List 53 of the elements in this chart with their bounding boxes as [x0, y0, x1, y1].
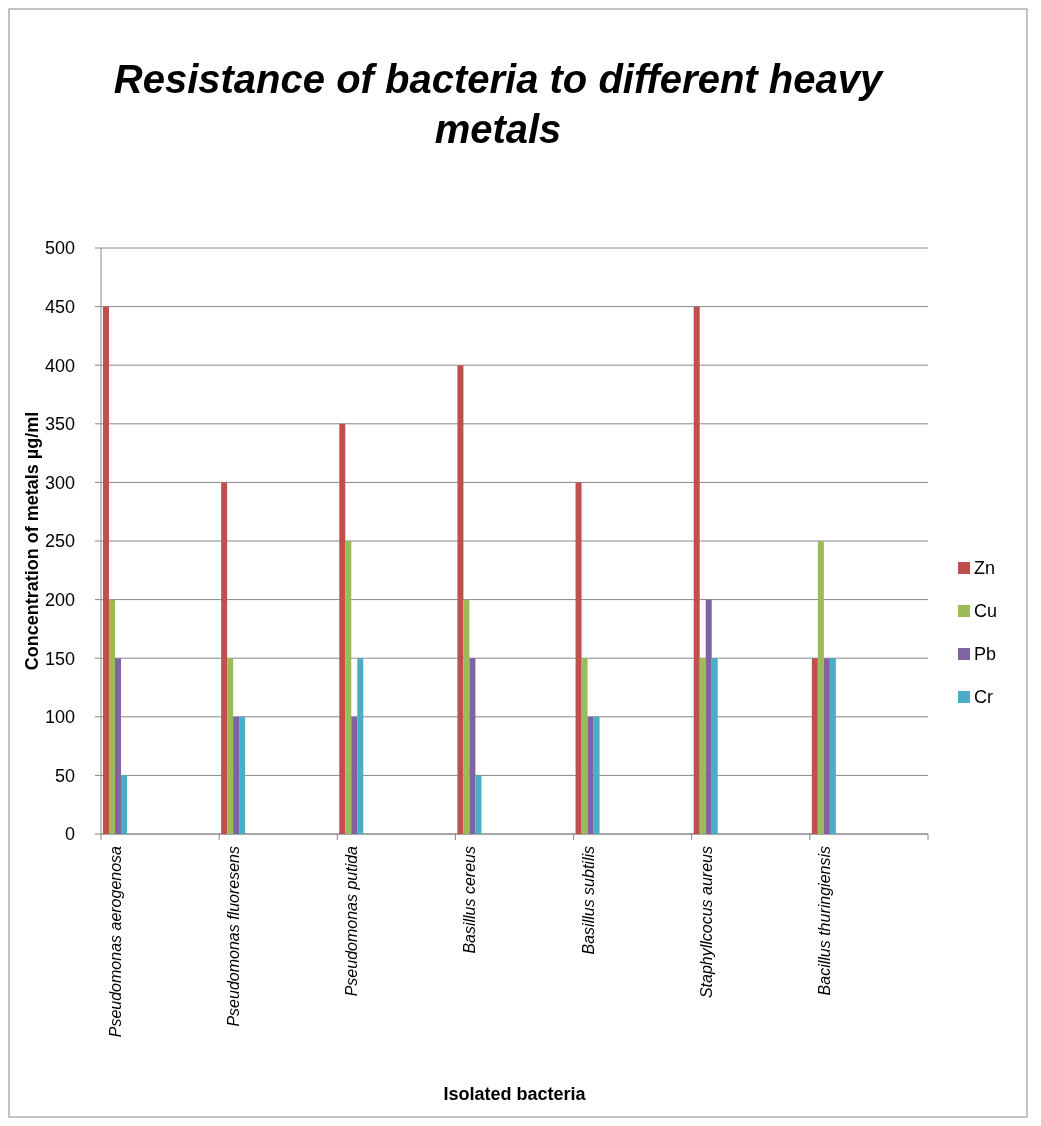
bar [121, 775, 127, 834]
y-tick-label: 400 [44, 355, 75, 376]
y-tick-label: 0 [64, 824, 75, 845]
bar [823, 658, 830, 834]
chart-title: Resistance of bacteria to different heavy metals [113, 57, 884, 151]
bar [115, 658, 121, 834]
bar [221, 482, 228, 834]
bar [351, 716, 358, 834]
bar [829, 658, 836, 834]
y-tick-label: 250 [44, 531, 75, 552]
bar [705, 599, 712, 834]
bar [103, 306, 109, 834]
bar [469, 658, 476, 834]
bar [575, 482, 582, 834]
y-tick-label: 50 [54, 765, 75, 786]
bar [587, 716, 594, 834]
x-tick-label: Bacillus thuringiensis [815, 846, 833, 996]
y-tick-label: 200 [44, 589, 75, 610]
bar [581, 658, 588, 834]
bar [339, 423, 346, 834]
y-tick-label: 350 [44, 414, 75, 435]
legend-label: Zn [974, 558, 996, 579]
x-tick-label: Basillus subtilis [579, 846, 597, 955]
bar [811, 658, 818, 834]
bar [693, 306, 700, 834]
x-tick-label: Staphyllcocus aureus [697, 846, 715, 999]
bar [699, 658, 706, 834]
bar [345, 541, 352, 834]
x-axis-title: Isolated bacteria [443, 1084, 587, 1104]
x-tick-label: Pseudomonas putida [343, 845, 361, 997]
bar [227, 658, 234, 834]
y-tick-label: 150 [44, 648, 75, 669]
bar [457, 365, 464, 834]
y-tick-label: 500 [44, 238, 75, 259]
bar [817, 541, 824, 834]
x-tick-label: Pseudomonas fluoresens [225, 846, 243, 1027]
y-tick-label: 450 [44, 296, 75, 317]
bar [109, 599, 115, 834]
x-tick-label: Pseudomonas aerogenosa [107, 845, 124, 1038]
y-tick-label: 300 [44, 472, 75, 493]
y-tick-label: 100 [44, 707, 75, 728]
bar [357, 658, 364, 834]
legend-label: Cu [974, 601, 998, 622]
bar [233, 716, 240, 834]
legend-label: Cr [974, 687, 993, 708]
bar [475, 775, 482, 834]
bar [463, 599, 470, 834]
bar [711, 658, 718, 834]
y-axis-title: Concentration of metals µg/ml [22, 411, 42, 671]
bar [239, 716, 246, 834]
legend-label: Pb [974, 644, 997, 665]
bar [593, 716, 600, 834]
x-tick-label: Basillus cereus [461, 846, 479, 954]
